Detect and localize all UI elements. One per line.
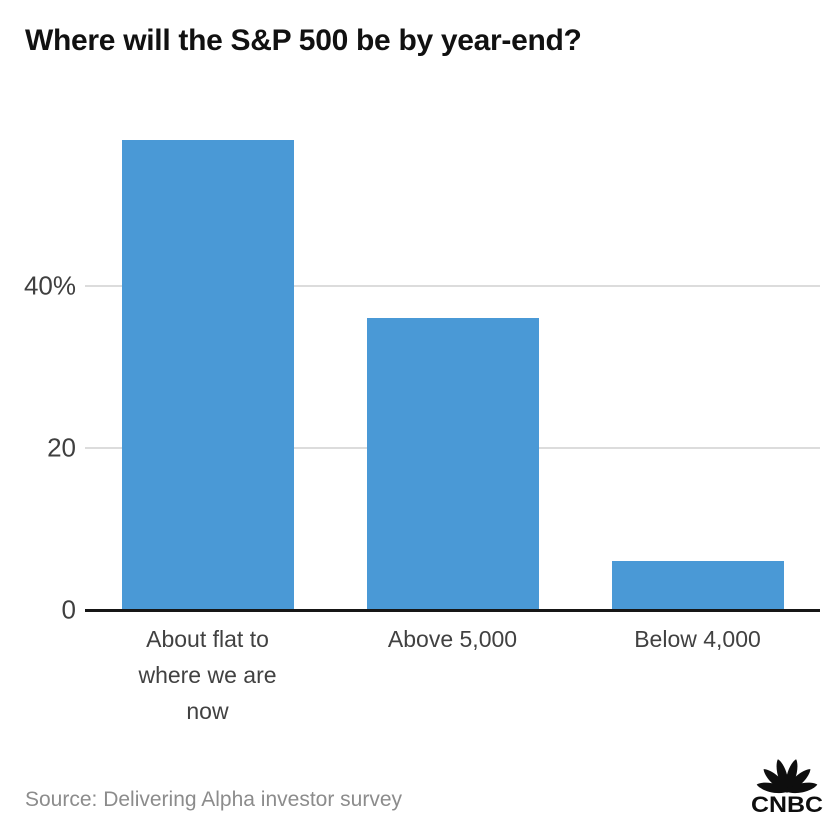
cnbc-logo: CNBC <box>751 759 823 816</box>
category-label-1: About flat to where we are now <box>138 626 277 724</box>
category-label-3: Below 4,000 <box>634 626 761 652</box>
cnbc-logo-text: CNBC <box>751 792 823 816</box>
y-tick-label-40: 40% <box>23 270 76 301</box>
gridline-40 <box>85 285 820 287</box>
x-axis-line <box>85 609 820 612</box>
y-tick-label-0: 0 <box>61 594 76 625</box>
y-tick-label-20: 20 <box>47 432 76 463</box>
page-title: Where will the S&P 500 be by year-end? <box>25 24 582 57</box>
bar-1 <box>121 140 294 610</box>
category-label-2: Above 5,000 <box>387 626 518 652</box>
source-note: Source: Delivering Alpha investor survey <box>25 788 403 811</box>
bar-2 <box>366 318 539 610</box>
bar-3 <box>611 561 784 610</box>
peacock-icon <box>756 759 818 794</box>
